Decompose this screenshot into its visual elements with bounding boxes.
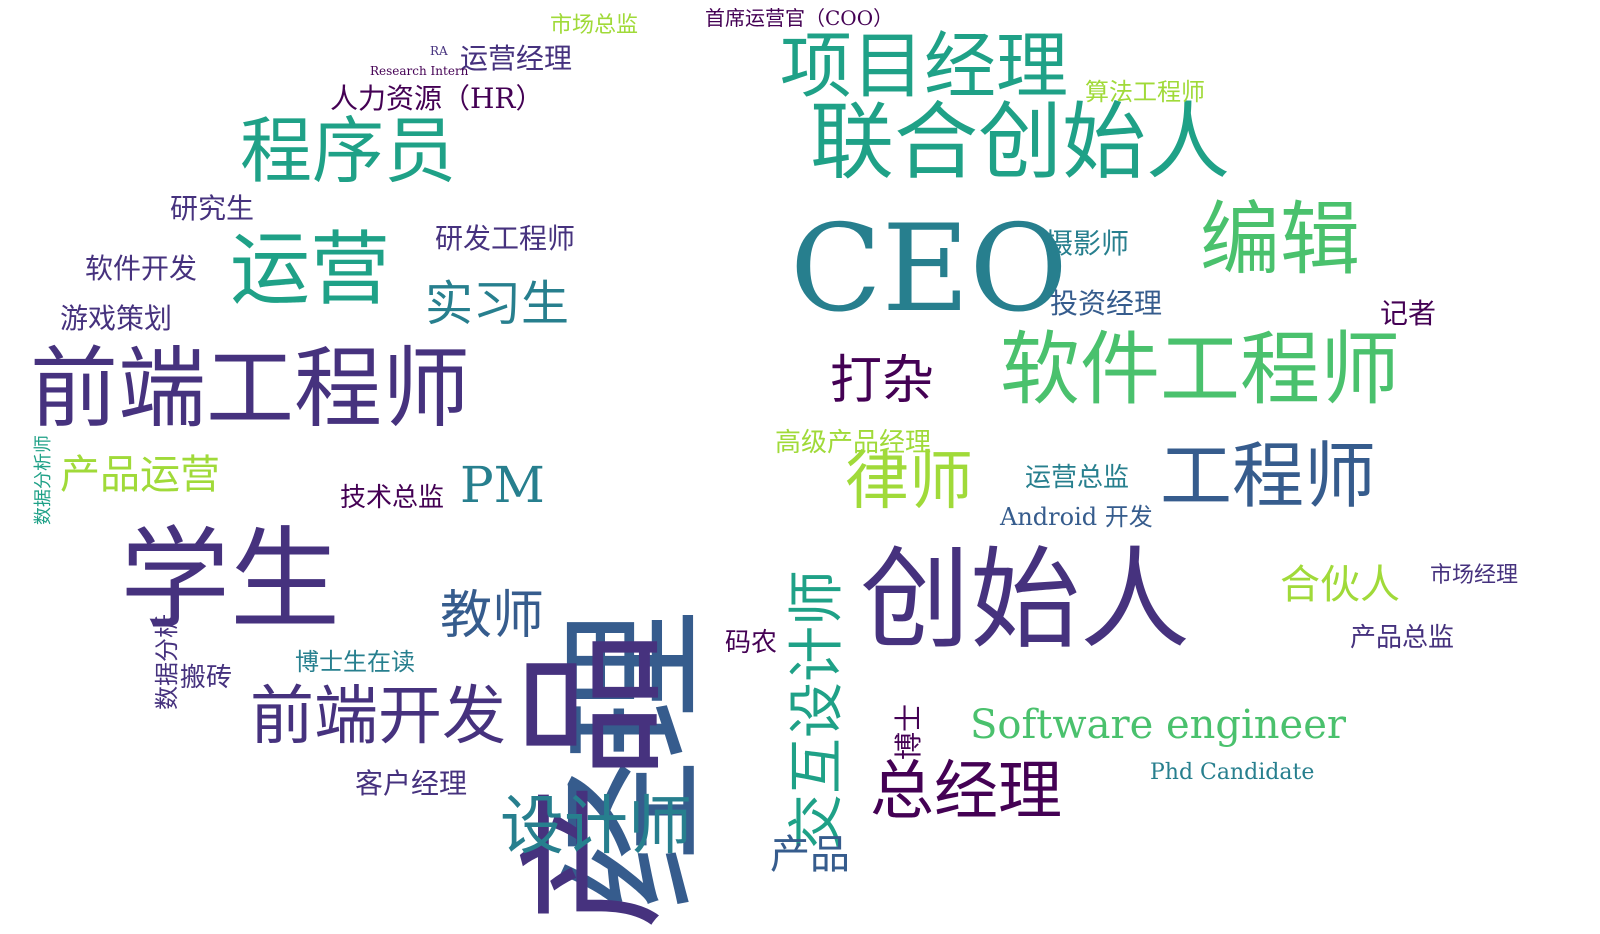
word: 码农	[725, 628, 778, 658]
word: 市场总监	[550, 13, 639, 38]
word: 算法工程师	[1085, 78, 1205, 106]
word: 实习生	[425, 276, 570, 332]
word: 律师	[845, 445, 973, 519]
word: 技术总监	[340, 483, 445, 513]
word: 游戏策划	[60, 302, 173, 335]
word: 交互设计师	[785, 570, 850, 850]
word: 联合创始人	[810, 93, 1231, 191]
word: 运营总监	[1025, 463, 1130, 493]
word: 打杂	[830, 351, 935, 411]
word: 软件开发	[85, 252, 198, 285]
word: 研究生	[170, 192, 255, 225]
word: 前端开发	[250, 680, 506, 754]
word: Phd Candidate	[1150, 760, 1315, 785]
word: 程序员	[240, 109, 457, 193]
word: 产品总监	[1350, 623, 1455, 653]
word: 首席运营官（COO）	[705, 6, 894, 30]
word: 创始人	[860, 536, 1190, 664]
word: 教师	[440, 586, 545, 646]
word: 人力资源（HR）	[330, 82, 544, 115]
word: 数据分析	[153, 614, 181, 710]
word: 设计师	[500, 790, 692, 864]
word: 产品	[770, 832, 850, 878]
word: 市场经理	[1430, 563, 1519, 588]
word: 前端工程师	[30, 337, 471, 440]
word: 客户经理	[355, 767, 468, 800]
word: Android 开发	[1000, 503, 1153, 531]
word: 项目经理	[780, 24, 1069, 108]
word: 工程师	[1160, 434, 1377, 518]
word: CEO	[790, 200, 1068, 339]
word: 数据分析师	[33, 435, 54, 525]
word: 运营经理	[460, 42, 573, 75]
word: 搬砖	[180, 663, 233, 693]
word: PM	[460, 456, 545, 514]
word: 博士	[892, 703, 925, 760]
word: 产品运营	[60, 452, 220, 498]
word: 合伙人	[1280, 562, 1400, 608]
word: 记者	[1380, 297, 1437, 330]
word: RA	[430, 44, 448, 58]
word: 编辑	[1200, 193, 1360, 286]
word: 研发工程师	[435, 222, 576, 255]
word: 摄影师	[1045, 227, 1130, 260]
word: 总经理	[870, 755, 1062, 829]
word: Research Intern	[370, 64, 469, 78]
word: 软件工程师	[1000, 323, 1400, 416]
word: 运营	[230, 223, 390, 316]
word: 投资经理	[1050, 287, 1163, 320]
word: Software engineer	[970, 702, 1347, 748]
word: 高级产品经理	[775, 428, 932, 458]
word: 博士生在读	[295, 648, 415, 676]
word: 产品	[508, 629, 682, 930]
word: 学生	[120, 516, 340, 644]
